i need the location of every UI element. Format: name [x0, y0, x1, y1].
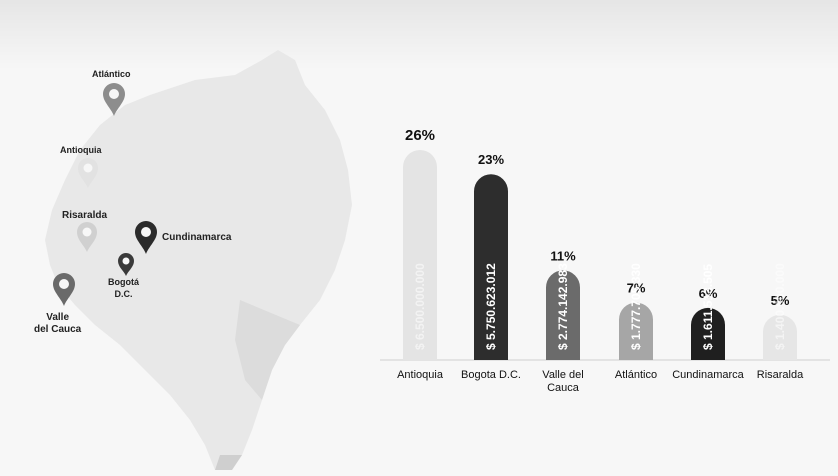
- bar-chart-svg: 26% $ 6.500.000.000 Antioquia 23% $ 5.750.62…: [380, 127, 830, 394]
- category-label-0: Antioquia: [397, 369, 444, 381]
- percent-label-5: 5%: [771, 293, 790, 308]
- bar-2: [546, 270, 580, 360]
- percent-label-3: 7%: [627, 281, 646, 296]
- bar-chart: 26% $ 6.500.000.000 Antioquia 23% $ 5.750.62…: [360, 110, 838, 410]
- map-shape: [45, 50, 352, 470]
- value-label-2: $ 2.774.142.983: [556, 263, 570, 350]
- pin-icon-valle: [53, 273, 75, 306]
- category-label-3: Atlántico: [615, 369, 657, 381]
- city-label-valle: Valle del Cauca: [34, 312, 82, 335]
- bar-5: [763, 314, 797, 360]
- value-label-5: $ 1.400.000.000: [773, 263, 787, 350]
- bar-3: [619, 302, 653, 360]
- colombia-map: Atlántico Antioquia Risaralda Cundinamar…: [0, 0, 400, 476]
- city-label-risaralda: Risaralda: [62, 210, 108, 221]
- value-label-3: $ 1.777.705.330: [629, 263, 643, 350]
- value-label-0: $ 6.500.000.000: [413, 263, 427, 350]
- city-label-atlantico: Atlántico: [92, 69, 131, 79]
- scan-top-shadow: [0, 0, 838, 70]
- pin-icon-atlantico: [103, 83, 125, 116]
- pin-icon-cundinamarca: [135, 221, 157, 254]
- city-label-bogota: Bogotá D.C.: [108, 277, 139, 299]
- pin-icon-antioquia: [78, 158, 98, 188]
- bar-1: [474, 174, 508, 360]
- category-label-2: Valle del: [542, 369, 583, 381]
- bar-4: [691, 307, 725, 360]
- percent-label-2: 11%: [550, 248, 576, 263]
- percent-label-1: 23%: [478, 152, 504, 167]
- category-label-1: Bogota D.C.: [461, 369, 521, 381]
- value-label-4: $ 1.611.513.505: [701, 264, 715, 350]
- pin-icon-bogota: [118, 253, 134, 276]
- percent-label-0: 26%: [405, 127, 435, 144]
- pin-icon-risaralda: [77, 222, 97, 252]
- city-label-antioquia: Antioquia: [60, 145, 102, 155]
- category-label-5: Risaralda: [757, 369, 804, 381]
- map-region-dark: [215, 455, 242, 470]
- bar-0: [403, 150, 437, 360]
- map-pins: [53, 83, 157, 306]
- category-label-2-line-1: Cauca: [547, 382, 580, 394]
- city-label-cundinamarca: Cundinamarca: [162, 232, 232, 243]
- percent-label-4: 6%: [699, 286, 718, 301]
- category-label-4: Cundinamarca: [672, 369, 744, 381]
- map-region-shade: [235, 300, 300, 400]
- map-country-shape: [45, 50, 352, 470]
- value-label-1: $ 5.750.623.012: [484, 263, 498, 350]
